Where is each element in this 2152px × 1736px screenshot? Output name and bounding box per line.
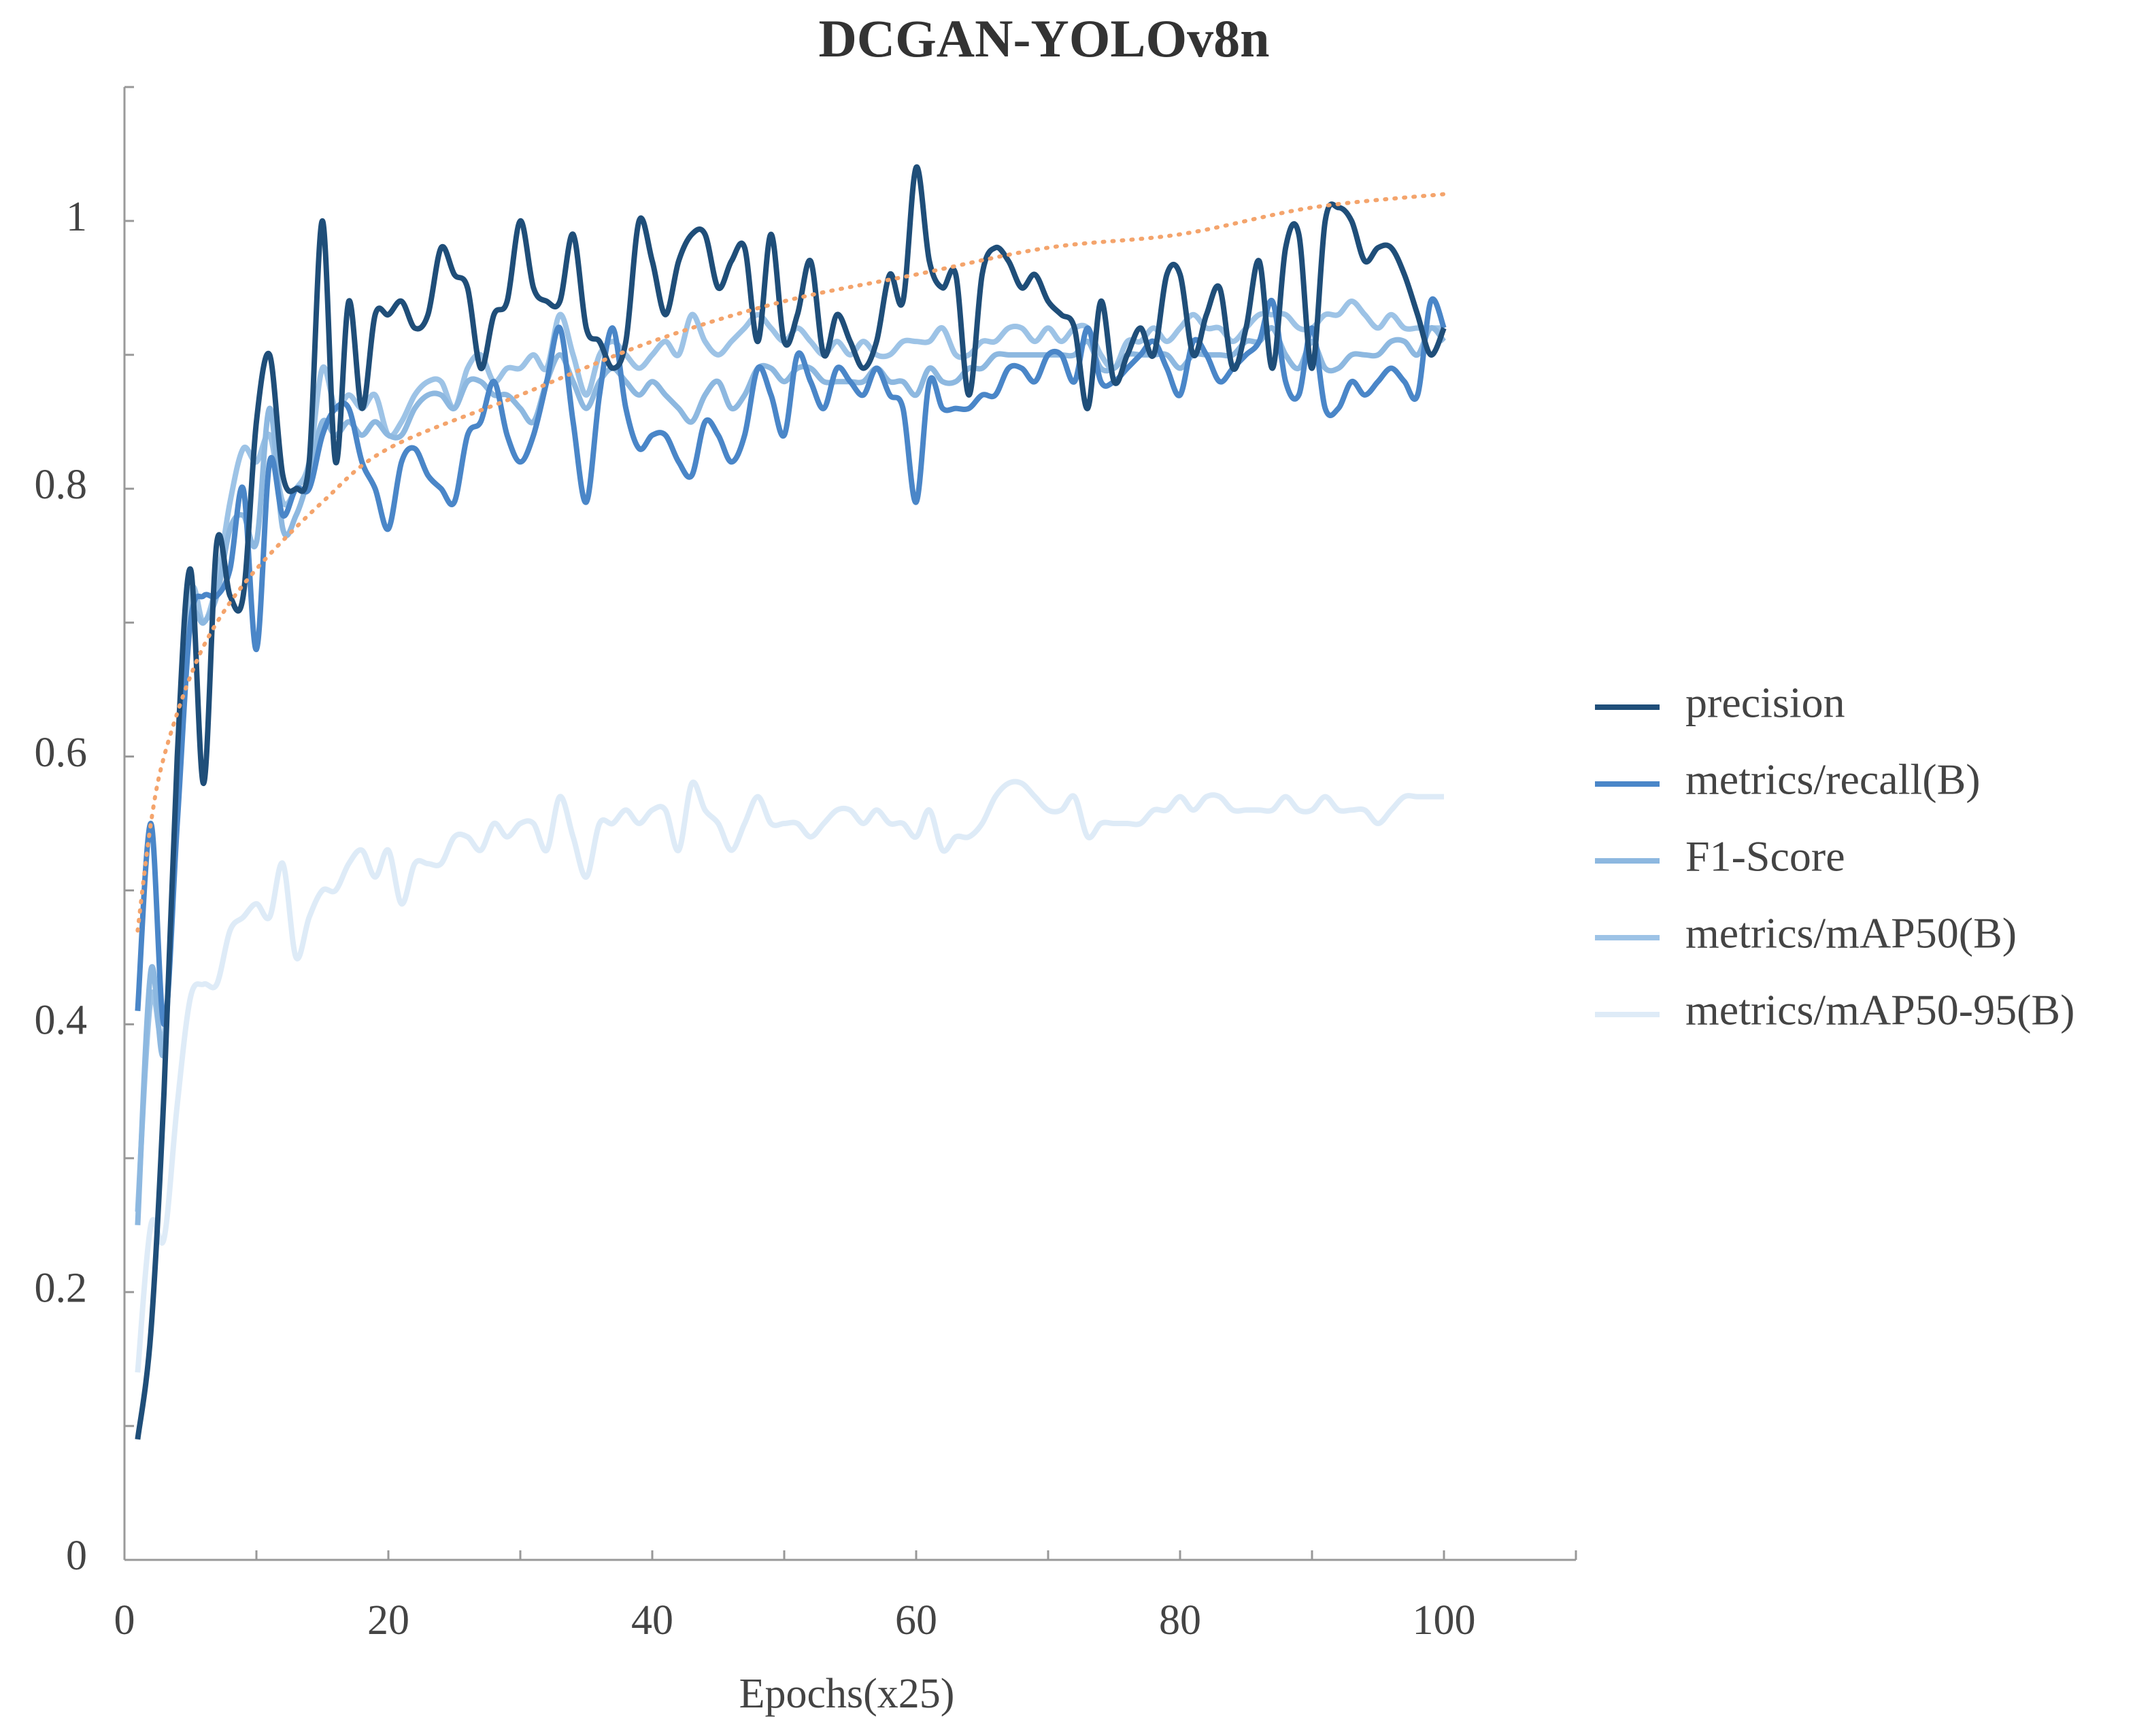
legend-label: F1-Score	[1685, 832, 1845, 881]
legend-label: metrics/mAP50-95(B)	[1685, 986, 2074, 1034]
y-tick-label: 0.6	[35, 730, 88, 776]
x-tick-label: 20	[367, 1597, 409, 1644]
x-tick-label: 60	[895, 1597, 937, 1644]
y-tick-label: 0.2	[35, 1265, 88, 1311]
chart-title: DCGAN-YOLOv8n	[818, 9, 1269, 68]
y-tick-label: 0.8	[35, 462, 88, 508]
x-tick-label: 100	[1413, 1597, 1476, 1644]
x-tick-label: 40	[631, 1597, 673, 1644]
y-tick-label: 0.4	[35, 998, 88, 1044]
legend-label: metrics/recall(B)	[1685, 755, 1981, 804]
line-series	[135, 325, 1447, 1225]
x-axis-label: Epochs(x25)	[739, 1671, 955, 1717]
x-tick-label: 0	[114, 1597, 135, 1644]
line-series	[135, 299, 1444, 1212]
x-tick-label: 80	[1159, 1597, 1201, 1644]
line-series	[135, 779, 1444, 1373]
legend-label: precision	[1685, 679, 1845, 727]
y-tick-label: 0	[66, 1533, 87, 1579]
legend-label: metrics/mAP50(B)	[1685, 909, 2017, 957]
trendline	[135, 192, 1446, 933]
line-series	[135, 165, 1447, 1440]
y-tick-label: 1	[66, 194, 87, 240]
